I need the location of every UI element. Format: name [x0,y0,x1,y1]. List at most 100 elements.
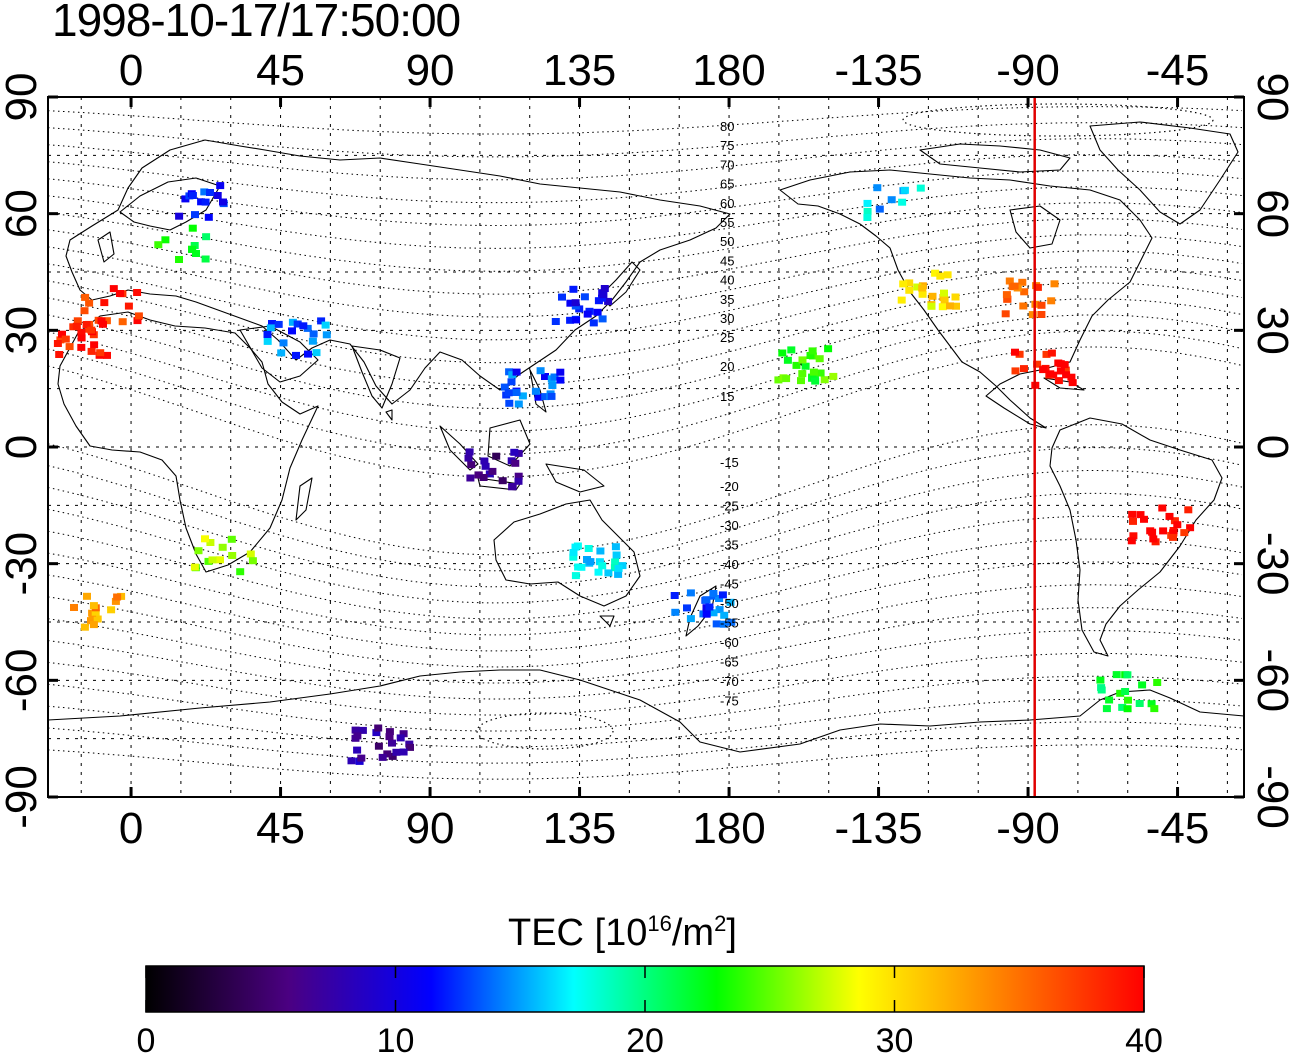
tec-cell [719,620,728,628]
tec-cell [709,590,718,597]
tec-cell [200,188,209,196]
tec-cell [718,591,727,599]
tec-cell [1054,377,1063,385]
tec-cell [1046,370,1055,378]
tec-cell [89,621,98,629]
tec-cell [916,184,925,192]
tec-cell [474,471,483,479]
tec-cell [946,302,954,310]
tec-cell [1169,533,1177,541]
tec-cell [824,345,833,353]
tec-cell [783,356,792,364]
tec-cell [1028,311,1037,319]
tec-cell [897,296,906,304]
tec-cell [534,393,543,401]
magnetic-contour [48,282,1243,387]
tec-cell [1054,359,1063,367]
tec-cell [1149,535,1158,543]
magnetic-latitude-label: -15 [720,455,739,470]
coast-arctic-islands [919,143,1071,173]
tec-cell [571,299,580,307]
tec-cell [1159,527,1168,535]
tec-cell [556,376,565,384]
lon-label-top: 180 [692,46,765,95]
tec-cell [1039,366,1048,374]
tec-cell [586,558,595,566]
tec-cell [279,339,288,347]
tec-cell [940,289,948,297]
tec-cell [900,186,909,194]
tec-cell [274,320,283,328]
tec-cell [611,543,620,551]
colorbar-title-suffix: ] [726,912,737,954]
tec-cell [1184,506,1193,514]
tec-cell [936,272,945,280]
tec-cell [569,553,578,561]
tec-cell [304,350,312,358]
tec-cell [1129,517,1137,525]
tec-cell [82,321,91,328]
tec-cell [118,318,127,326]
tec-cell [670,592,679,599]
tec-cell [1096,676,1105,684]
tec-cell [918,284,927,292]
tec-cell [317,317,326,325]
tec-cell [512,389,521,396]
tec-cell [175,212,184,220]
tec-cell [102,317,111,325]
tec-cell [548,382,557,389]
tec-cell [726,598,735,606]
tec-cell [913,283,922,291]
colorbar-title-unit-exponent: 2 [714,911,726,936]
tec-cell [808,347,817,355]
tec-cell [308,337,317,345]
tec-cell [1153,679,1162,686]
coast-arabia [239,325,319,383]
tec-cell [614,564,623,572]
tec-cell [73,317,82,325]
tec-cell [1105,696,1114,704]
tec-cell [53,340,62,347]
tec-cell [1116,689,1125,697]
tec-cell [569,549,578,556]
tec-cell [811,377,820,385]
tec-cell [385,728,394,736]
tec-cell [464,454,473,462]
magnetic-contour [48,106,1243,135]
lon-label-top: -135 [835,46,923,95]
tec-cell [133,289,142,296]
tec-cell [374,724,383,732]
tec-cell [208,556,217,564]
tec-cell [887,196,896,204]
tec-cell [321,321,330,329]
tec-cell [1169,529,1178,537]
tec-cell [191,211,199,219]
tec-cell [1123,705,1132,713]
tec-cell [798,370,807,378]
tec-cell [952,302,960,310]
tec-cell [809,368,818,376]
tec-cell [299,322,308,330]
tec-cell [1112,671,1121,679]
tec-cell [931,269,940,277]
tec-cell [1140,515,1148,523]
tec-cell [1020,365,1028,373]
tec-cell [720,611,729,619]
tec-cell [288,327,296,335]
magnetic-latitude-label: -50 [720,596,739,611]
tec-cell [358,726,367,734]
tec-cell [504,389,513,397]
tec-cell [1010,282,1019,290]
magnetic-contour [48,675,1243,732]
tec-cell [81,293,90,301]
tec-cell [599,291,608,299]
tec-cell [1128,510,1137,518]
tec-cell [507,378,516,386]
tec-cell [154,241,163,249]
tec-cell [87,326,96,334]
tec-cell [938,303,947,311]
tec-cell [263,337,272,345]
tec-cell [91,608,100,616]
tec-cell [204,213,213,221]
